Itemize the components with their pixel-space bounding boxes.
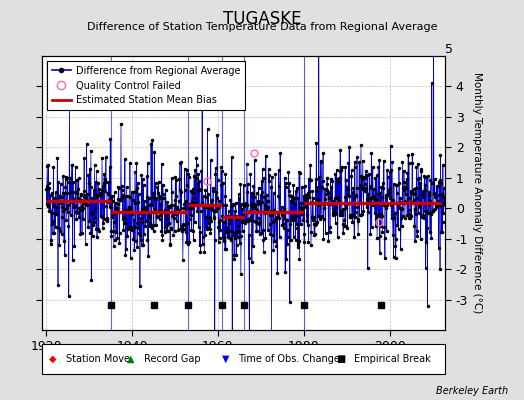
Text: ◆: ◆	[49, 354, 56, 364]
Text: 5: 5	[445, 43, 453, 56]
Text: ▲: ▲	[127, 354, 135, 364]
Legend: Difference from Regional Average, Quality Control Failed, Estimated Station Mean: Difference from Regional Average, Qualit…	[47, 61, 245, 110]
Text: Difference of Station Temperature Data from Regional Average: Difference of Station Temperature Data f…	[87, 22, 437, 32]
Text: Berkeley Earth: Berkeley Earth	[436, 386, 508, 396]
Text: ▼: ▼	[222, 354, 229, 364]
Text: Time of Obs. Change: Time of Obs. Change	[238, 354, 340, 364]
Text: Station Move: Station Move	[66, 354, 129, 364]
Text: ■: ■	[336, 354, 345, 364]
Y-axis label: Monthly Temperature Anomaly Difference (°C): Monthly Temperature Anomaly Difference (…	[472, 72, 482, 314]
Text: Record Gap: Record Gap	[144, 354, 201, 364]
Text: TUGASKE: TUGASKE	[223, 10, 301, 28]
Text: Empirical Break: Empirical Break	[354, 354, 430, 364]
